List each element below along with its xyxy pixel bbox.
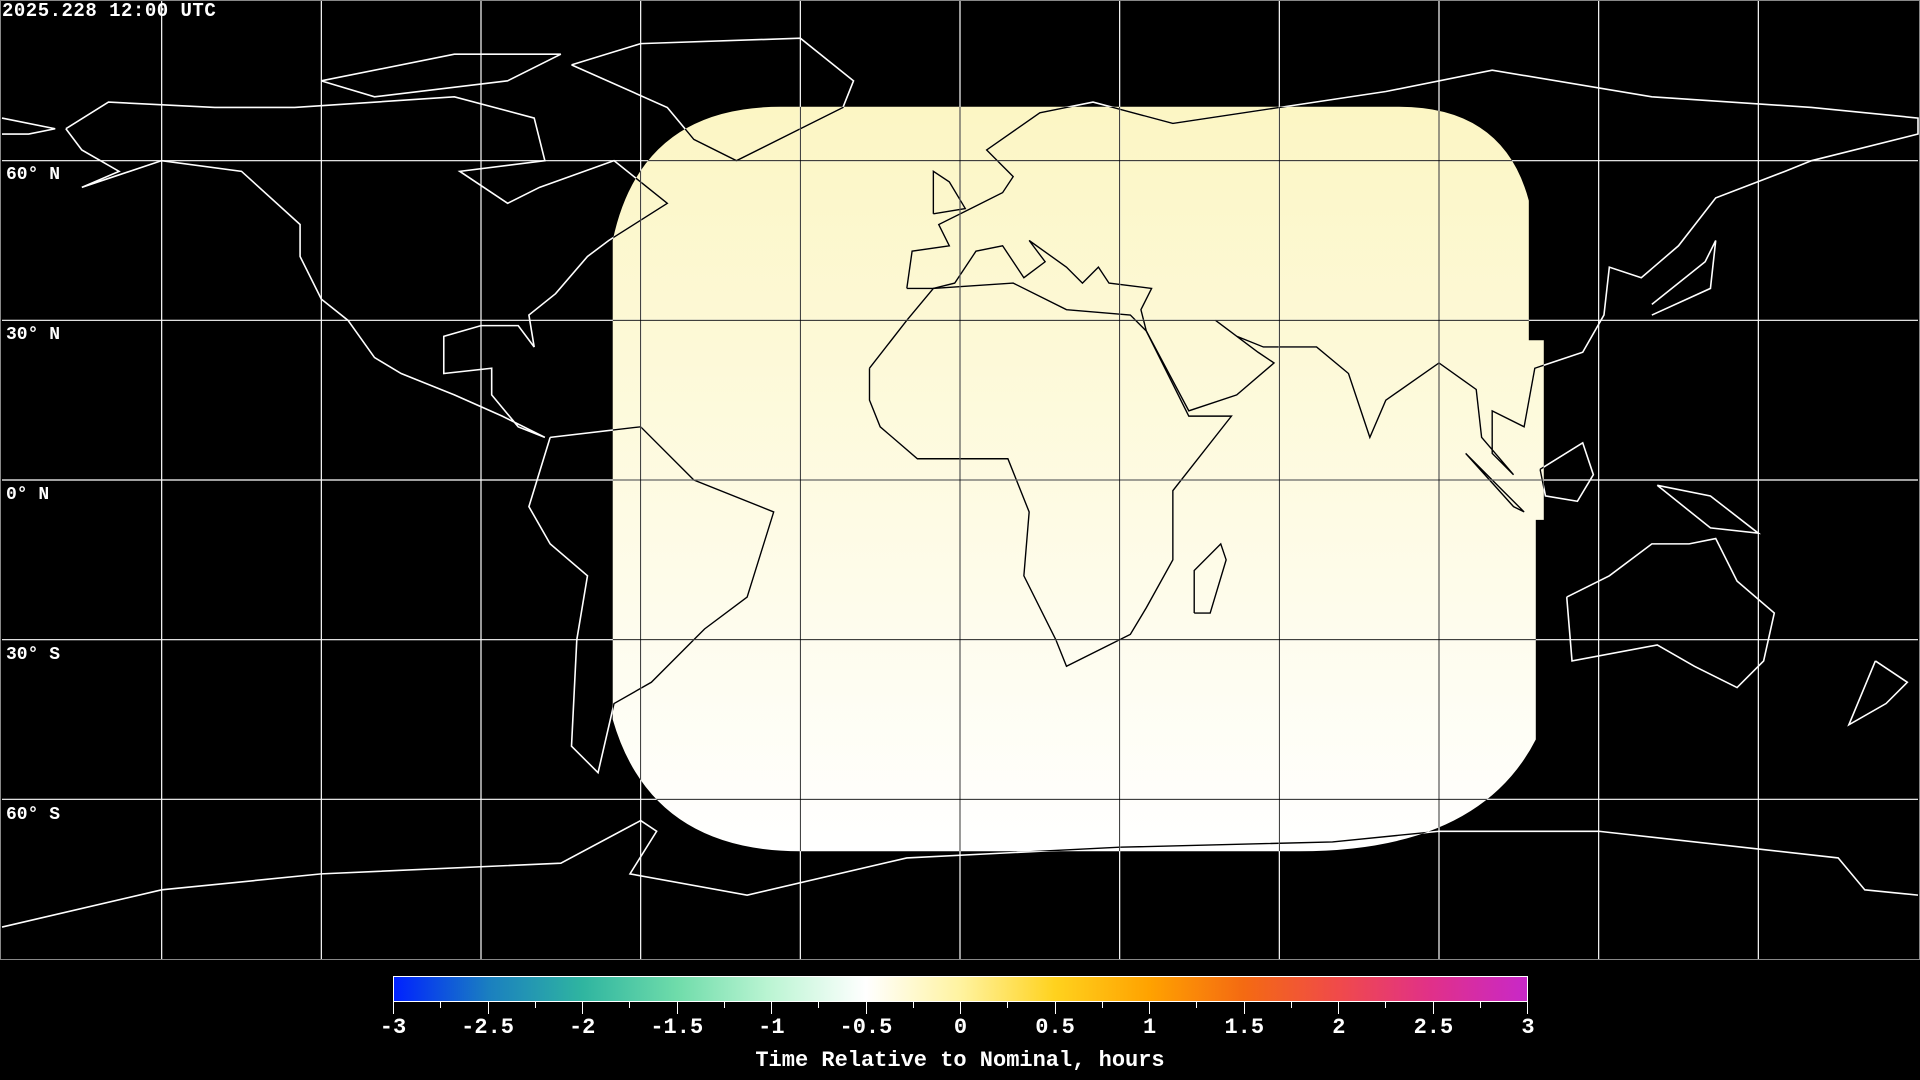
colorbar-tick [1196,1002,1198,1008]
colorbar-tick-label: -2.5 [461,1015,514,1040]
coastline-arctic-islands [321,53,562,98]
colorbar-tick [534,1002,536,1008]
colorbar-tick [1007,1002,1009,1008]
coastline-sumatra [1465,452,1525,513]
coastline-antarctica [1,819,1919,928]
colorbar-tick [1385,1002,1387,1008]
coastline-eurasia [906,106,1544,476]
timestamp-title: 2025.228 12:00 UTC [2,0,217,22]
colorbar-tick-label: -1.5 [650,1015,704,1040]
coastline-japan [1651,240,1717,316]
latitude-label: 60° S [6,805,61,825]
latitude-label: 30° S [6,645,61,665]
coverage-area [612,106,1544,852]
colorbar-tick-label: 1 [1143,1015,1157,1040]
colorbar-tick [1054,1002,1056,1014]
colorbar-tick [487,1002,489,1014]
coastline-borneo [1539,441,1595,503]
coastline-north-america [65,95,669,439]
colorbar-tick [393,1002,394,1014]
colorbar-tick-label: 0.5 [1035,1015,1075,1040]
colorbar-tick [582,1002,583,1014]
colorbar-tick-label: 1.5 [1224,1015,1265,1040]
colorbar-tick [1338,1002,1339,1014]
colorbar-tick [1432,1002,1434,1014]
colorbar-tick [440,1002,442,1008]
colorbar [393,976,1528,1002]
colorbar-tick [1479,1002,1481,1008]
graticule [612,106,1544,852]
colorbar-tick-label: 2.5 [1413,1015,1454,1040]
colorbar-tick [1101,1002,1103,1008]
map [0,0,1920,960]
colorbar-tick-label: -1 [758,1015,785,1040]
colorbar-tick [676,1002,678,1014]
colorbar-label: Time Relative to Nominal, hours [755,1048,1165,1073]
coastline-australia [1565,537,1776,689]
colorbar-tick [723,1002,725,1008]
coastline-britain [932,170,967,215]
coastline-chukotka [1,117,56,135]
colorbar-tick [912,1002,914,1008]
latitude-label: 30° N [6,325,61,345]
colorbar-tick [818,1002,820,1008]
coastline-africa [868,282,1233,668]
colorbar-tick-label: -2 [568,1015,596,1040]
colorbar-tick [1243,1002,1245,1014]
coastline-south-america [612,426,775,775]
colorbar-tick-label: 0 [953,1015,968,1040]
colorbar-tick-label: 3 [1521,1015,1535,1040]
colorbar-tick [865,1002,867,1014]
colorbar-tick-label: 2 [1332,1015,1346,1040]
colorbar-tick-label: -0.5 [839,1015,893,1040]
colorbar-tick [960,1002,961,1014]
colorbar-tick [1527,1002,1528,1014]
colorbar-tick-label: -3 [379,1015,407,1040]
latitude-label: 0° N [6,485,50,505]
latitude-label: 60° N [6,165,61,185]
colorbar-tick [629,1002,631,1008]
coastline-madagascar [1193,542,1227,614]
colorbar-tick [1290,1002,1292,1008]
colorbar-tick [1149,1002,1150,1014]
coastline-new-zealand [1847,660,1909,727]
colorbar-tick [771,1002,772,1014]
